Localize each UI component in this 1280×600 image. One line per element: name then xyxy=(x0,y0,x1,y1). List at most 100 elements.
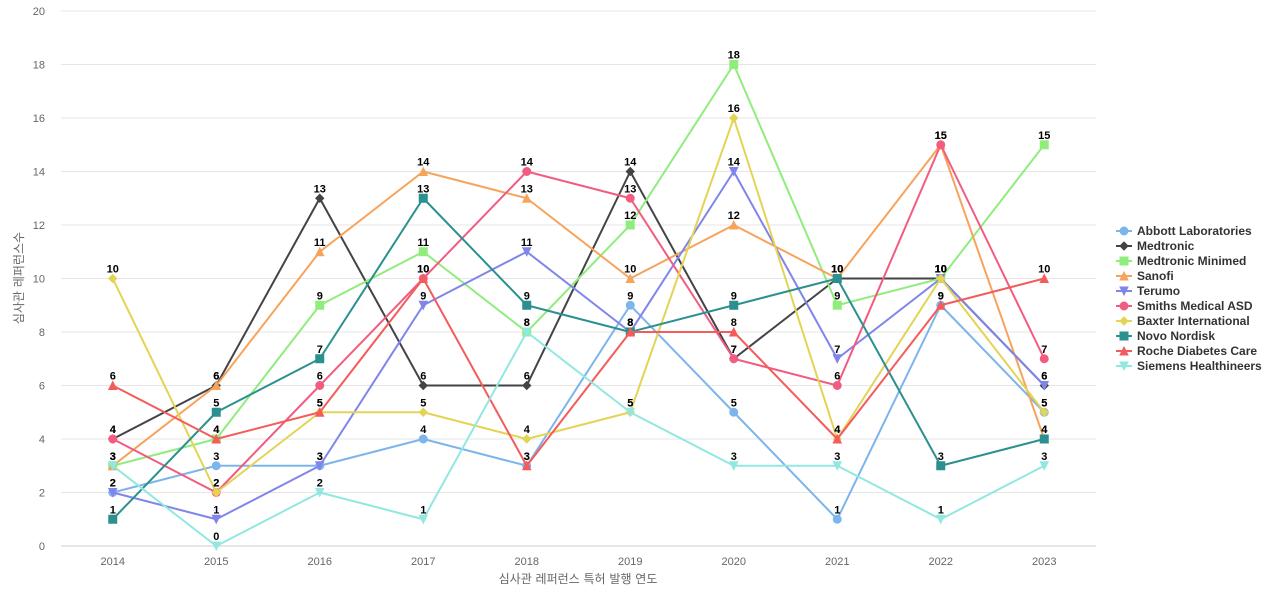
data-point-smiths-medical-asd[interactable] xyxy=(108,434,118,444)
data-point-terumo[interactable] xyxy=(521,247,532,257)
legend-item-smiths-medical-asd[interactable]: Smiths Medical ASD xyxy=(1116,299,1253,313)
data-point-medtronic[interactable] xyxy=(315,193,325,203)
data-point-baxter-international[interactable] xyxy=(936,273,946,284)
series-line-medtronic-minimed[interactable] xyxy=(111,63,1046,467)
data-point-smiths-medical-asd[interactable] xyxy=(625,193,635,203)
data-label-abbott-laboratories: 3 xyxy=(213,451,219,463)
data-point-roche-diabetes-care[interactable] xyxy=(107,380,118,390)
data-point-medtronic[interactable] xyxy=(418,380,428,391)
data-point-abbott-laboratories[interactable] xyxy=(211,461,221,471)
data-point-roche-diabetes-care[interactable] xyxy=(418,273,429,283)
data-point-medtronic-minimed[interactable] xyxy=(729,60,739,69)
data-point-roche-diabetes-care[interactable] xyxy=(728,326,739,337)
data-point-siemens-healthineers[interactable] xyxy=(107,461,118,471)
data-point-novo-nordisk[interactable] xyxy=(108,514,118,524)
legend-item-siemens-healthineers[interactable]: Siemens Healthineers xyxy=(1116,359,1262,373)
series-line-sanofi[interactable] xyxy=(111,143,1046,467)
data-point-terumo[interactable] xyxy=(314,461,325,471)
data-point-roche-diabetes-care[interactable] xyxy=(832,433,843,444)
legend-item-novo-nordisk[interactable]: Novo Nordisk xyxy=(1116,329,1215,343)
data-point-novo-nordisk[interactable] xyxy=(522,300,532,310)
data-point-medtronic-minimed[interactable] xyxy=(418,247,428,257)
data-point-novo-nordisk[interactable] xyxy=(729,300,739,310)
series-line-baxter-international[interactable] xyxy=(111,117,1046,494)
data-label-terumo: 8 xyxy=(627,317,633,329)
data-point-abbott-laboratories[interactable] xyxy=(625,300,635,310)
data-point-medtronic[interactable] xyxy=(522,380,532,391)
legend-item-roche-diabetes-care[interactable]: Roche Diabetes Care xyxy=(1116,344,1257,358)
data-point-baxter-international[interactable] xyxy=(729,113,739,123)
legend-item-terumo[interactable]: Terumo xyxy=(1116,284,1180,298)
data-point-terumo[interactable] xyxy=(728,167,739,177)
data-point-novo-nordisk[interactable] xyxy=(211,407,221,417)
data-point-siemens-healthineers[interactable] xyxy=(832,461,843,471)
series-line-novo-nordisk[interactable] xyxy=(111,197,1046,521)
data-point-abbott-laboratories[interactable] xyxy=(729,407,739,417)
data-point-terumo[interactable] xyxy=(211,514,222,525)
data-point-siemens-healthineers[interactable] xyxy=(625,407,636,418)
data-point-siemens-healthineers[interactable] xyxy=(418,514,429,525)
data-point-abbott-laboratories[interactable] xyxy=(832,514,842,524)
data-point-sanofi[interactable] xyxy=(211,380,222,390)
data-point-terumo[interactable] xyxy=(418,300,429,311)
data-point-novo-nordisk[interactable] xyxy=(315,354,325,364)
data-point-roche-diabetes-care[interactable] xyxy=(1039,273,1050,283)
legend-item-abbott-laboratories[interactable]: Abbott Laboratories xyxy=(1116,224,1252,238)
legend-item-medtronic-minimed[interactable]: Medtronic Minimed xyxy=(1116,254,1246,268)
data-label-smiths-medical-asd: 15 xyxy=(935,130,947,142)
data-point-roche-diabetes-care[interactable] xyxy=(211,433,222,444)
data-point-siemens-healthineers[interactable] xyxy=(521,327,532,338)
data-label-terumo: 1 xyxy=(213,504,219,516)
data-point-novo-nordisk[interactable] xyxy=(1039,434,1049,444)
data-point-medtronic-minimed[interactable] xyxy=(1039,140,1049,150)
series-line-roche-diabetes-care[interactable] xyxy=(111,277,1046,467)
data-point-baxter-international[interactable] xyxy=(108,273,118,284)
data-point-medtronic[interactable] xyxy=(625,166,635,177)
legend-label-baxter-international: Baxter International xyxy=(1137,314,1250,328)
data-point-sanofi[interactable] xyxy=(418,166,429,176)
series-line-terumo[interactable] xyxy=(111,170,1046,521)
data-point-baxter-international[interactable] xyxy=(211,487,221,498)
legend-item-medtronic[interactable]: Medtronic xyxy=(1116,239,1195,253)
data-point-abbott-laboratories[interactable] xyxy=(418,434,428,444)
data-point-sanofi[interactable] xyxy=(314,246,325,257)
data-point-smiths-medical-asd[interactable] xyxy=(729,354,739,364)
data-point-sanofi[interactable] xyxy=(625,273,636,283)
data-point-sanofi[interactable] xyxy=(728,219,739,230)
data-point-medtronic-minimed[interactable] xyxy=(315,300,325,310)
legend-item-baxter-international[interactable]: Baxter International xyxy=(1116,314,1250,328)
series-line-siemens-healthineers[interactable] xyxy=(111,331,1046,547)
data-point-smiths-medical-asd[interactable] xyxy=(832,381,842,390)
data-point-terumo[interactable] xyxy=(1039,381,1050,391)
data-point-roche-diabetes-care[interactable] xyxy=(521,460,532,471)
data-label-siemens-healthineers: 3 xyxy=(1041,451,1047,463)
data-point-novo-nordisk[interactable] xyxy=(832,274,842,283)
data-point-siemens-healthineers[interactable] xyxy=(211,541,222,552)
data-point-baxter-international[interactable] xyxy=(522,434,532,444)
data-point-siemens-healthineers[interactable] xyxy=(314,488,325,498)
data-point-roche-diabetes-care[interactable] xyxy=(935,300,946,310)
data-point-roche-diabetes-care[interactable] xyxy=(625,326,636,337)
series-line-abbott-laboratories[interactable] xyxy=(111,304,1046,521)
data-point-siemens-healthineers[interactable] xyxy=(728,461,739,471)
data-point-siemens-healthineers[interactable] xyxy=(1039,461,1050,471)
data-point-terumo[interactable] xyxy=(107,488,118,498)
data-point-siemens-healthineers[interactable] xyxy=(935,514,946,525)
data-point-terumo[interactable] xyxy=(832,354,843,364)
data-point-roche-diabetes-care[interactable] xyxy=(314,407,325,417)
x-tick-label: 2021 xyxy=(825,556,849,568)
legend-item-sanofi[interactable]: Sanofi xyxy=(1116,269,1174,283)
data-point-smiths-medical-asd[interactable] xyxy=(522,167,532,176)
data-point-baxter-international[interactable] xyxy=(1039,407,1049,417)
data-point-baxter-international[interactable] xyxy=(418,407,428,417)
data-point-smiths-medical-asd[interactable] xyxy=(315,381,325,390)
data-point-sanofi[interactable] xyxy=(521,193,532,203)
data-point-medtronic-minimed[interactable] xyxy=(832,300,842,310)
data-point-smiths-medical-asd[interactable] xyxy=(936,140,946,150)
data-point-medtronic-minimed[interactable] xyxy=(625,220,635,230)
data-point-novo-nordisk[interactable] xyxy=(418,193,428,203)
series-line-smiths-medical-asd[interactable] xyxy=(111,143,1046,494)
data-point-novo-nordisk[interactable] xyxy=(936,461,946,471)
data-point-smiths-medical-asd[interactable] xyxy=(1039,354,1049,364)
